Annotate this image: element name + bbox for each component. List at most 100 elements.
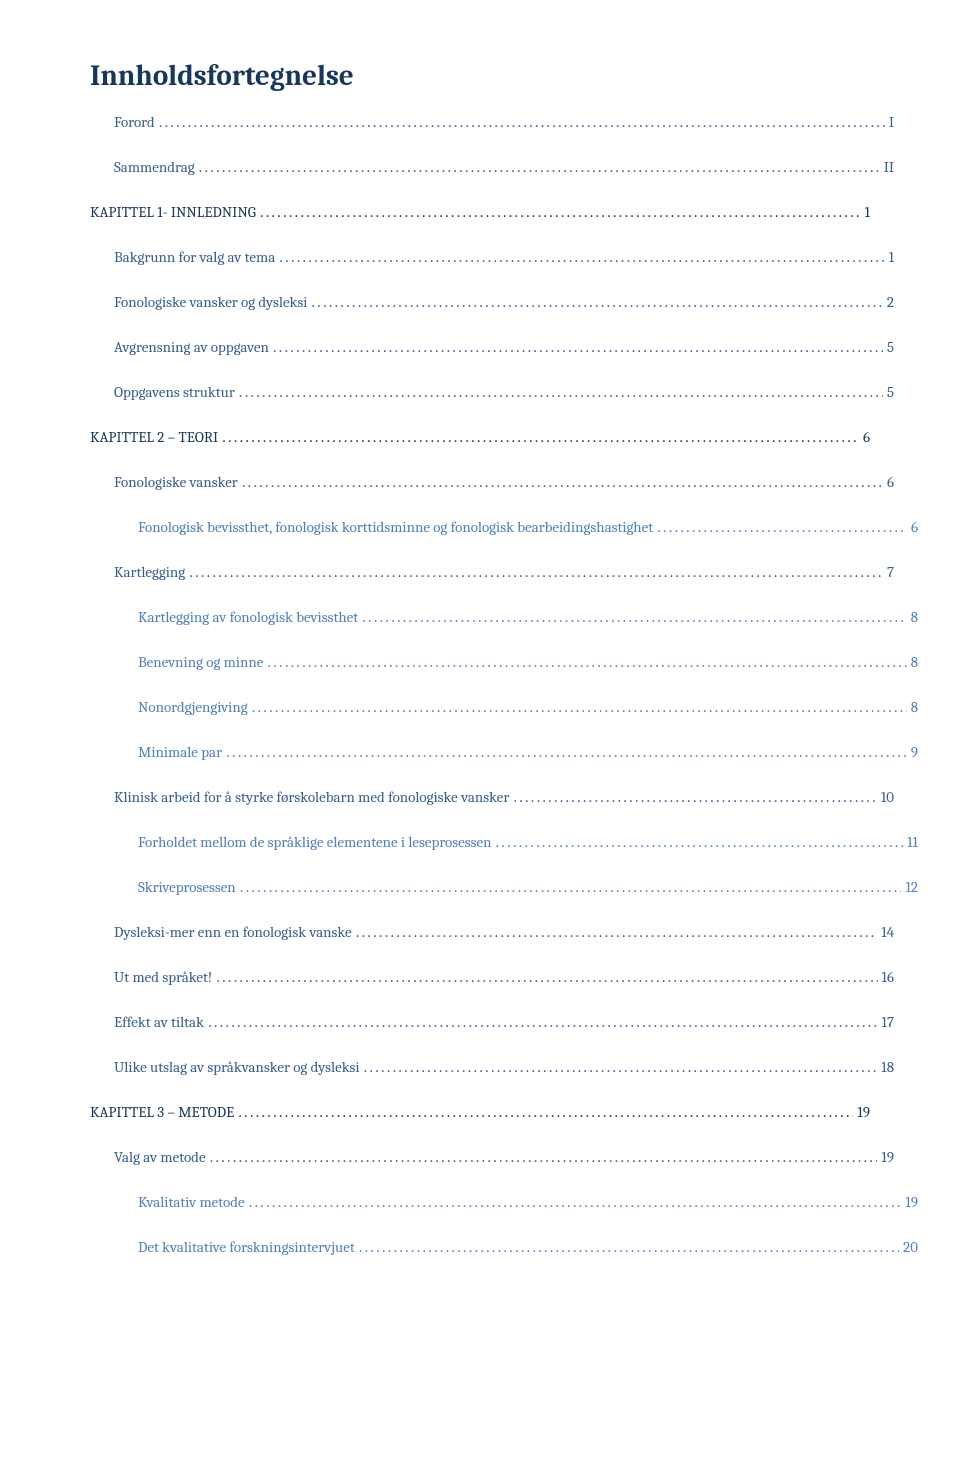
toc-entry: Forord I — [114, 113, 894, 132]
toc-entry: Fonologisk bevissthet, fonologisk kortti… — [138, 518, 918, 537]
toc-entry: Skriveprosessen 12 — [138, 878, 918, 897]
toc-entry-page: 1 — [865, 203, 870, 221]
toc-entry-label: Fonologiske vansker — [114, 473, 238, 491]
toc-entry: Fonologiske vansker 6 — [114, 473, 894, 492]
toc-entry: Effekt av tiltak 17 — [114, 1013, 894, 1032]
toc-entry-page: 10 — [881, 788, 894, 806]
toc-entry-label: Effekt av tiltak — [114, 1013, 204, 1031]
toc-entry-label: Klinisk arbeid for å styrke førskolebarn… — [114, 788, 509, 806]
toc-entry-page: 2 — [887, 293, 894, 311]
toc-entry: Forholdet mellom de språklige elementene… — [138, 833, 918, 852]
toc-entry-label: Sammendrag — [114, 158, 195, 176]
toc-leader-dots — [495, 834, 903, 852]
toc-entry-page: 1 — [889, 248, 894, 266]
toc-leader-dots — [359, 1239, 899, 1257]
toc-entry: Oppgavens struktur5 — [114, 383, 894, 402]
toc-leader-dots — [208, 1014, 878, 1032]
toc-entry: Nonordgjengiving 8 — [138, 698, 918, 717]
toc-entry-label: Forord — [114, 113, 155, 131]
toc-entry-label: Kartlegging av fonologisk bevissthet — [138, 608, 358, 626]
toc-entry-page: 6 — [887, 473, 894, 491]
toc-leader-dots — [216, 969, 877, 987]
toc-entry-label: Benevning og minne — [138, 653, 263, 671]
toc-leader-dots — [279, 249, 884, 267]
toc-entry-label: KAPITTEL 1- INNLEDNING — [90, 203, 256, 221]
toc-entry: Dysleksi-mer enn en fonologisk vanske 14 — [114, 923, 894, 942]
toc-entry-page: 19 — [857, 1103, 870, 1121]
toc-entry-label: Fonologiske vansker og dysleksi — [114, 293, 307, 311]
toc-entry-page: 9 — [911, 743, 918, 761]
toc-leader-dots — [239, 384, 883, 402]
toc-entry-page: 6 — [863, 428, 870, 446]
toc-leader-dots — [260, 204, 861, 222]
toc-entry: Fonologiske vansker og dysleksi 2 — [114, 293, 894, 312]
toc-leader-dots — [267, 654, 906, 672]
toc-entry-label: Fonologisk bevissthet, fonologisk kortti… — [138, 518, 653, 536]
toc-entry-page: 11 — [907, 833, 918, 851]
toc-entry-label: Kvalitativ metode — [138, 1193, 245, 1211]
toc-entry-page: 17 — [882, 1013, 894, 1031]
toc-entry-page: 12 — [905, 878, 918, 896]
toc-entry: KAPITTEL 2 – TEORI 6 — [90, 428, 870, 447]
toc-leader-dots — [364, 1059, 878, 1077]
toc-leader-dots — [273, 339, 883, 357]
toc-entry-page: 19 — [881, 1148, 894, 1166]
toc-entry-label: Skriveprosessen — [138, 878, 236, 896]
toc-leader-dots — [657, 519, 907, 537]
toc-entry-page: 14 — [881, 923, 894, 941]
toc-entry-label: Bakgrunn for valg av tema — [114, 248, 275, 266]
toc-leader-dots — [362, 609, 907, 627]
toc-leader-dots — [222, 429, 859, 447]
toc-leader-dots — [210, 1149, 878, 1167]
toc-entry-label: KAPITTEL 3 – METODE — [90, 1103, 234, 1121]
toc-entry: Det kvalitative forskningsintervjuet20 — [138, 1238, 918, 1257]
toc-leader-dots — [242, 474, 883, 492]
toc-entry: Valg av metode 19 — [114, 1148, 894, 1167]
toc-entry: Minimale par 9 — [138, 743, 918, 762]
toc-leader-dots — [513, 789, 877, 807]
toc-entry-label: Avgrensning av oppgaven — [114, 338, 269, 356]
toc-entry: Kartlegging 7 — [114, 563, 894, 582]
toc-entry: SammendragII — [114, 158, 894, 177]
toc-entry-label: Oppgavens struktur — [114, 383, 235, 401]
toc-entry-label: Ut med språket! — [114, 968, 212, 986]
toc-leader-dots — [189, 564, 883, 582]
toc-entry-label: Det kvalitative forskningsintervjuet — [138, 1238, 355, 1256]
toc-leader-dots — [356, 924, 878, 942]
toc-entry-page: 8 — [911, 608, 918, 626]
toc-leader-dots — [238, 1104, 853, 1122]
toc-entry-page: 18 — [881, 1058, 894, 1076]
toc-entry: Klinisk arbeid for å styrke førskolebarn… — [114, 788, 894, 807]
toc-leader-dots — [240, 879, 902, 897]
toc-entry-page: 8 — [911, 698, 918, 716]
toc-entry-label: Dysleksi-mer enn en fonologisk vanske — [114, 923, 352, 941]
toc-entry-page: 16 — [882, 968, 894, 986]
toc-entry: Benevning og minne 8 — [138, 653, 918, 672]
toc-entry-label: Minimale par — [138, 743, 222, 761]
toc-entry-label: Ulike utslag av språkvansker og dysleksi — [114, 1058, 360, 1076]
toc-entry-page: 5 — [887, 338, 894, 356]
toc-entry-page: 8 — [911, 653, 918, 671]
toc-title: Innholdsfortegnelse — [90, 60, 870, 93]
toc-entry: Ulike utslag av språkvansker og dysleksi… — [114, 1058, 894, 1077]
toc-entry: Ut med språket! 16 — [114, 968, 894, 987]
toc-leader-dots — [249, 1194, 902, 1212]
toc-entry: KAPITTEL 3 – METODE 19 — [90, 1103, 870, 1122]
toc-leader-dots — [199, 159, 880, 177]
toc-entry-label: Kartlegging — [114, 563, 185, 581]
toc-entry-label: KAPITTEL 2 – TEORI — [90, 428, 218, 446]
toc-leader-dots — [159, 114, 885, 132]
toc-leader-dots — [311, 294, 883, 312]
toc-entry-label: Forholdet mellom de språklige elementene… — [138, 833, 491, 851]
toc-leader-dots — [226, 744, 907, 762]
toc-list: ForordISammendragIIKAPITTEL 1- INNLEDNIN… — [90, 113, 870, 1257]
toc-entry-page: 6 — [911, 518, 918, 536]
toc-entry: Bakgrunn for valg av tema 1 — [114, 248, 894, 267]
toc-entry-page: 7 — [887, 563, 894, 581]
toc-entry-label: Valg av metode — [114, 1148, 206, 1166]
toc-entry-label: Nonordgjengiving — [138, 698, 248, 716]
toc-entry-page: I — [889, 113, 894, 131]
toc-entry: Avgrensning av oppgaven 5 — [114, 338, 894, 357]
toc-entry-page: 19 — [905, 1193, 918, 1211]
toc-entry: Kartlegging av fonologisk bevissthet 8 — [138, 608, 918, 627]
